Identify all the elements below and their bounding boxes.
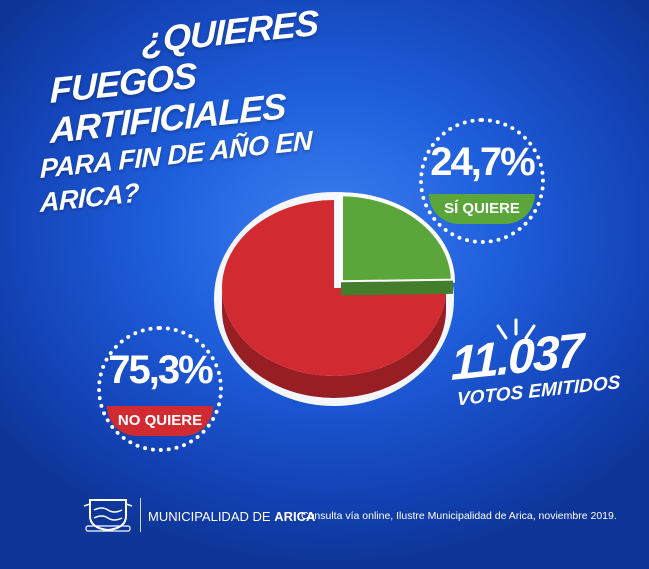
source-note: Consulta vía online, Ilustre Municipalid… [301, 510, 617, 522]
municipality-city: ARICA [274, 509, 316, 524]
logo-divider [140, 498, 141, 532]
yes-label: SÍ QUIERE [429, 194, 535, 224]
yes-result-badge: 24,7% SÍ QUIERE [419, 118, 545, 244]
pie-side-no [222, 288, 446, 398]
burst-lines-icon [496, 318, 536, 340]
municipal-crest-icon [83, 499, 133, 532]
municipality-name: MUNICIPALIDAD DE ARICA [148, 509, 315, 524]
no-label: NO QUIERE [107, 406, 213, 436]
no-percent: 75,3% [108, 348, 213, 392]
yes-percent: 24,7% [430, 140, 535, 184]
no-result-badge: 75,3% NO QUIERE [97, 326, 223, 452]
pie-slice-no [222, 200, 446, 376]
municipality-prefix: MUNICIPALIDAD DE [148, 509, 271, 524]
pie-slice-yes [339, 192, 456, 285]
pie-chart-group [214, 192, 456, 406]
pie-side-yes [341, 280, 453, 296]
